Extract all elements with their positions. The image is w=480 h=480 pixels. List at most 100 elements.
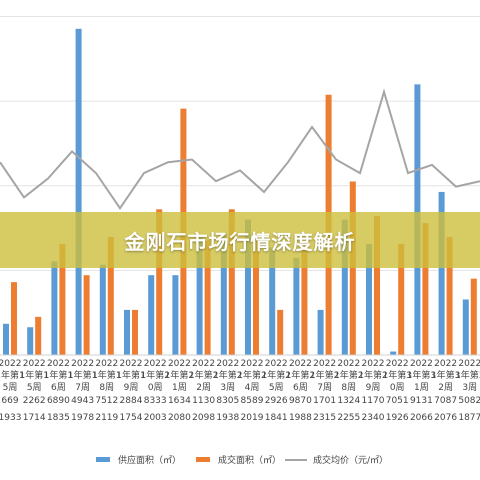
bar-supply (124, 309, 130, 355)
bar-deal (156, 209, 163, 355)
table-cell-row1: 8333 (144, 396, 167, 406)
banner-title: 金刚石市场行情深度解析 (124, 229, 356, 254)
x-tick-label: 3周 (220, 382, 235, 393)
table-cell-row2: 1988 (289, 413, 312, 423)
bar-supply (148, 275, 155, 355)
table-cell-row2: 1933 (0, 413, 21, 423)
x-tick-label: 1年第2 (334, 369, 363, 381)
x-tick-label: 2022 (337, 359, 360, 369)
x-tick-label: 6周 (51, 382, 66, 393)
table-cell-row1: 1170 (362, 396, 385, 406)
table-cell-row1: 7512 (95, 396, 118, 406)
x-tick-label: 1年第2 (358, 369, 387, 381)
bar-supply (75, 28, 82, 355)
table-cell-row1: 1324 (337, 396, 360, 406)
bar-deal (11, 282, 17, 355)
x-tick-label: 2022 (458, 359, 480, 369)
legend-label: 供应面积（㎡） (118, 454, 181, 466)
table-cell-row1: 2262 (23, 396, 46, 406)
bar-deal (107, 237, 114, 355)
table-cell-row1: 9131 (410, 396, 433, 406)
legend-swatch (196, 457, 210, 462)
x-tick-label: 1年第3 (455, 369, 480, 381)
x-tick-label: 1年第2 (286, 369, 315, 381)
table-cell-row2: 2019 (241, 413, 264, 423)
x-tick-label: 1周 (172, 382, 187, 393)
x-tick-label: 1年第2 (310, 369, 339, 381)
x-tick-label: 3周 (462, 382, 477, 393)
x-tick-label: 2022 (0, 359, 21, 369)
bar-supply (27, 327, 34, 355)
table-cell-row2: 2066 (410, 413, 433, 423)
x-tick-label: 1年第1 (0, 369, 25, 381)
table-cell-row2: 1754 (120, 413, 143, 423)
x-tick-label: 2022 (192, 359, 215, 369)
bar-deal (35, 316, 42, 355)
table-cell-row1: 2884 (120, 396, 143, 406)
x-tick-label: 1年第3 (407, 369, 436, 381)
x-tick-label: 2022 (386, 359, 409, 369)
x-tick-label: 5周 (3, 382, 18, 393)
table-cell-row1: 1701 (313, 396, 336, 406)
bar-deal (301, 240, 308, 355)
table-cell-row2: 1978 (71, 413, 94, 423)
bar-deal (422, 223, 429, 355)
x-tick-label: 2022 (47, 359, 70, 369)
table-cell-row2: 2255 (337, 413, 360, 423)
x-tick-label: 9周 (366, 382, 381, 393)
x-tick-label: 1年第2 (140, 369, 169, 381)
bar-supply (390, 351, 397, 355)
table-cell-row1: 4943 (71, 396, 94, 406)
x-tick-label: 1年第2 (165, 369, 194, 381)
table-cell-row1: 7087 (434, 396, 457, 406)
x-tick-label: 8周 (99, 382, 114, 393)
x-tick-label: 0周 (148, 382, 163, 393)
x-tick-label: 2周 (438, 382, 453, 393)
x-tick-label: 1年第2 (189, 369, 218, 381)
bar-supply (51, 261, 58, 355)
bar-supply (317, 309, 324, 355)
line-avg-price (0, 88, 480, 210)
x-tick-label: 1年第1 (44, 369, 73, 381)
bar-supply (341, 219, 348, 355)
x-tick-label: 5周 (27, 382, 42, 393)
x-tick-label: 2022 (313, 359, 336, 369)
x-tick-label: 2022 (71, 359, 94, 369)
bar-deal (83, 275, 90, 355)
x-tick-label: 2022 (120, 359, 143, 369)
bar-deal (253, 237, 259, 355)
bar-supply (99, 264, 106, 355)
bar-supply (245, 219, 251, 355)
x-tick-label: 2周 (196, 382, 211, 393)
bar-deal (228, 209, 235, 355)
table-cell-row2: 1841 (265, 413, 288, 423)
table-cell-row2: 1877 (458, 413, 480, 423)
x-tick-label: 1周 (414, 382, 429, 393)
x-tick-label: 5周 (269, 382, 284, 393)
x-tick-label: 1年第2 (213, 369, 242, 381)
legend-swatch (96, 457, 110, 462)
table-cell-row1: 8589 (241, 396, 264, 406)
bar-supply (269, 247, 276, 355)
x-tick-label: 8周 (341, 382, 356, 393)
x-tick-label: 9周 (124, 382, 139, 393)
table-cell-row2: 1938 (216, 413, 239, 423)
table-cell-row2: 1714 (23, 413, 46, 423)
table-cell-row2: 2003 (144, 413, 167, 423)
x-tick-label: 2022 (362, 359, 385, 369)
bar-supply (366, 243, 372, 355)
bar-supply (3, 323, 9, 355)
table-cell-row1: 8305 (216, 396, 239, 406)
table-cell-row1: 5082 (458, 396, 480, 406)
x-tick-label: 2022 (144, 359, 167, 369)
x-tick-label: 1年第1 (92, 369, 121, 381)
x-tick-label: 1年第2 (261, 369, 290, 381)
x-tick-label: 2022 (265, 359, 288, 369)
legend-label: 成交均价（元/㎡） (313, 454, 388, 466)
bar-deal (204, 240, 211, 355)
bar-supply (293, 257, 300, 355)
table-cell-row1: 1130 (192, 396, 215, 406)
table-cell-row1: 7051 (386, 396, 409, 406)
table-cell-row1: 669 (1, 396, 18, 406)
table-cell-row2: 2080 (168, 413, 191, 423)
